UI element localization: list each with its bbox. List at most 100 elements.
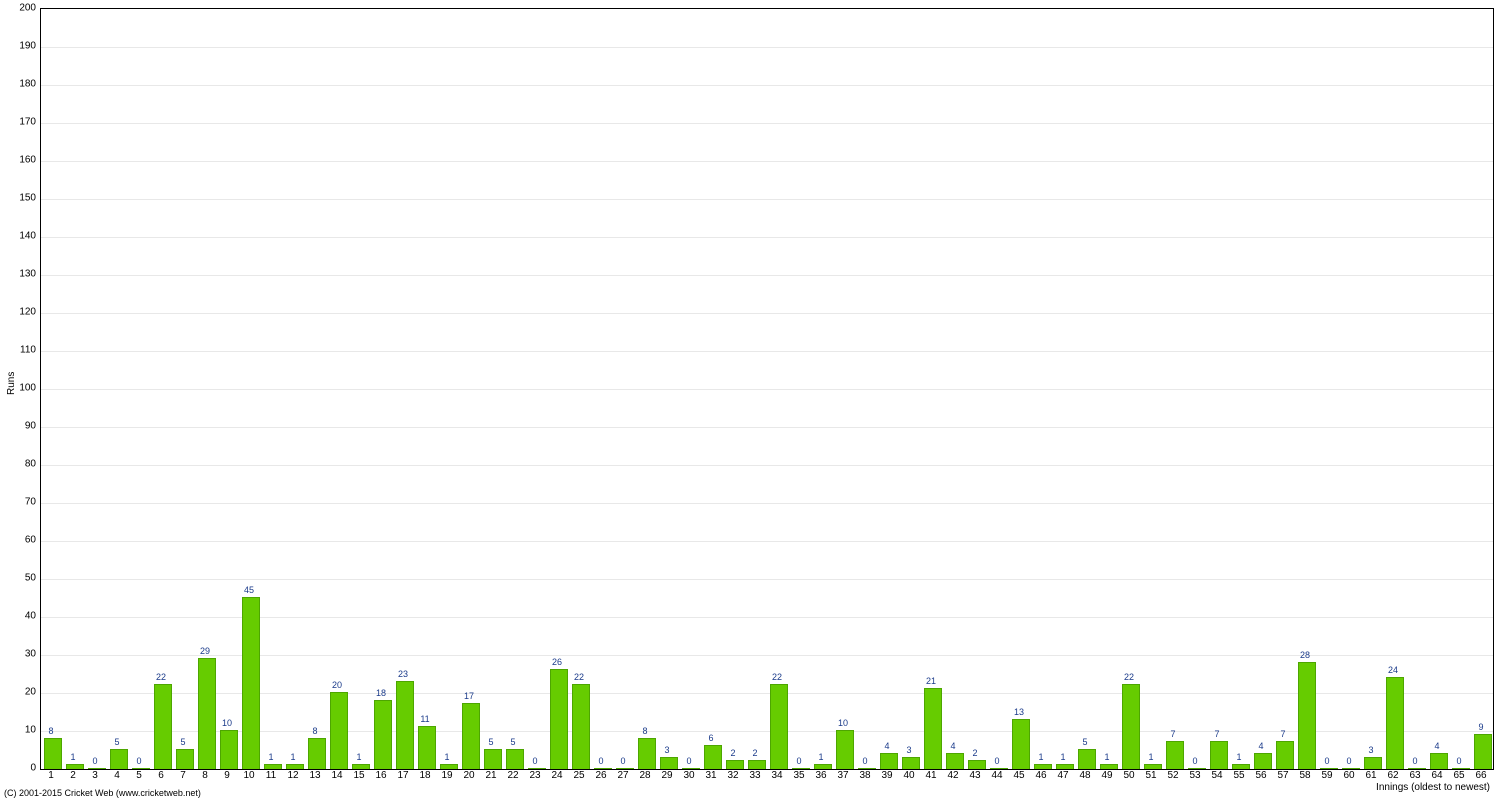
bar-value-label: 18 xyxy=(376,688,386,698)
bar xyxy=(1342,768,1359,769)
xtick-label: 64 xyxy=(1431,770,1442,781)
bar xyxy=(1430,753,1447,769)
bar xyxy=(1452,768,1469,769)
gridline xyxy=(41,503,1493,504)
bar xyxy=(1210,741,1227,769)
bar xyxy=(946,753,963,769)
bar xyxy=(1078,749,1095,769)
chart-container: Runs Innings (oldest to newest) (C) 2001… xyxy=(0,0,1500,800)
bar-value-label: 9 xyxy=(1478,722,1483,732)
gridline xyxy=(41,275,1493,276)
xtick-label: 22 xyxy=(507,770,518,781)
bar xyxy=(1056,764,1073,769)
bar-value-label: 21 xyxy=(926,676,936,686)
ytick-label: 200 xyxy=(19,3,36,14)
bar xyxy=(1122,684,1139,769)
xtick-label: 10 xyxy=(243,770,254,781)
ytick-label: 40 xyxy=(25,611,36,622)
xtick-label: 52 xyxy=(1167,770,1178,781)
y-axis-title: Runs xyxy=(6,372,17,395)
ytick-label: 190 xyxy=(19,41,36,52)
bar-value-label: 22 xyxy=(574,672,584,682)
bar xyxy=(374,700,391,769)
bar-value-label: 29 xyxy=(200,646,210,656)
bar-value-label: 7 xyxy=(1280,729,1285,739)
xtick-label: 43 xyxy=(969,770,980,781)
gridline xyxy=(41,313,1493,314)
bar-value-label: 7 xyxy=(1214,729,1219,739)
bar-value-label: 24 xyxy=(1388,665,1398,675)
ytick-label: 20 xyxy=(25,687,36,698)
bar-value-label: 4 xyxy=(884,741,889,751)
bar xyxy=(880,753,897,769)
xtick-label: 51 xyxy=(1145,770,1156,781)
bar-value-label: 10 xyxy=(222,718,232,728)
bar-value-label: 10 xyxy=(838,718,848,728)
bar xyxy=(506,749,523,769)
xtick-label: 7 xyxy=(180,770,186,781)
bar xyxy=(176,749,193,769)
bar xyxy=(396,681,413,769)
gridline xyxy=(41,389,1493,390)
bar xyxy=(198,658,215,769)
gridline xyxy=(41,465,1493,466)
xtick-label: 5 xyxy=(136,770,142,781)
xtick-label: 44 xyxy=(991,770,1002,781)
bar xyxy=(682,768,699,769)
bar xyxy=(308,738,325,769)
ytick-label: 70 xyxy=(25,497,36,508)
bar xyxy=(66,764,83,769)
bar xyxy=(1034,764,1051,769)
xtick-label: 6 xyxy=(158,770,164,781)
bar-value-label: 4 xyxy=(1258,741,1263,751)
bar-value-label: 1 xyxy=(1038,752,1043,762)
bar-value-label: 1 xyxy=(356,752,361,762)
copyright-text: (C) 2001-2015 Cricket Web (www.cricketwe… xyxy=(4,788,201,798)
bar-value-label: 8 xyxy=(48,726,53,736)
ytick-label: 10 xyxy=(25,725,36,736)
xtick-label: 28 xyxy=(639,770,650,781)
bar-value-label: 0 xyxy=(1192,756,1197,766)
bar-value-label: 0 xyxy=(532,756,537,766)
xtick-label: 33 xyxy=(749,770,760,781)
bar-value-label: 0 xyxy=(1456,756,1461,766)
bar xyxy=(572,684,589,769)
xtick-label: 19 xyxy=(441,770,452,781)
bar-value-label: 4 xyxy=(950,741,955,751)
ytick-label: 50 xyxy=(25,573,36,584)
bar xyxy=(616,768,633,769)
ytick-label: 130 xyxy=(19,269,36,280)
gridline xyxy=(41,541,1493,542)
bar-value-label: 0 xyxy=(1346,756,1351,766)
xtick-label: 31 xyxy=(705,770,716,781)
bar xyxy=(1298,662,1315,769)
xtick-label: 9 xyxy=(224,770,230,781)
bar xyxy=(770,684,787,769)
xtick-label: 11 xyxy=(266,770,276,781)
bar-value-label: 0 xyxy=(92,756,97,766)
xtick-label: 2 xyxy=(70,770,76,781)
xtick-label: 23 xyxy=(529,770,540,781)
bar xyxy=(660,757,677,769)
bar-value-label: 1 xyxy=(818,752,823,762)
xtick-label: 42 xyxy=(947,770,958,781)
xtick-label: 57 xyxy=(1277,770,1288,781)
bar xyxy=(220,730,237,769)
xtick-label: 26 xyxy=(595,770,606,781)
xtick-label: 3 xyxy=(92,770,98,781)
bar-value-label: 28 xyxy=(1300,650,1310,660)
xtick-label: 34 xyxy=(771,770,782,781)
xtick-label: 41 xyxy=(925,770,936,781)
xtick-label: 46 xyxy=(1035,770,1046,781)
xtick-label: 63 xyxy=(1409,770,1420,781)
xtick-label: 38 xyxy=(859,770,870,781)
bar-value-label: 11 xyxy=(420,714,429,724)
bar-value-label: 22 xyxy=(1124,672,1134,682)
xtick-label: 1 xyxy=(48,770,54,781)
xtick-label: 59 xyxy=(1321,770,1332,781)
ytick-label: 120 xyxy=(19,307,36,318)
xtick-label: 47 xyxy=(1057,770,1068,781)
bar-value-label: 45 xyxy=(244,585,254,595)
bar-value-label: 23 xyxy=(398,669,408,679)
bar-value-label: 1 xyxy=(444,752,449,762)
